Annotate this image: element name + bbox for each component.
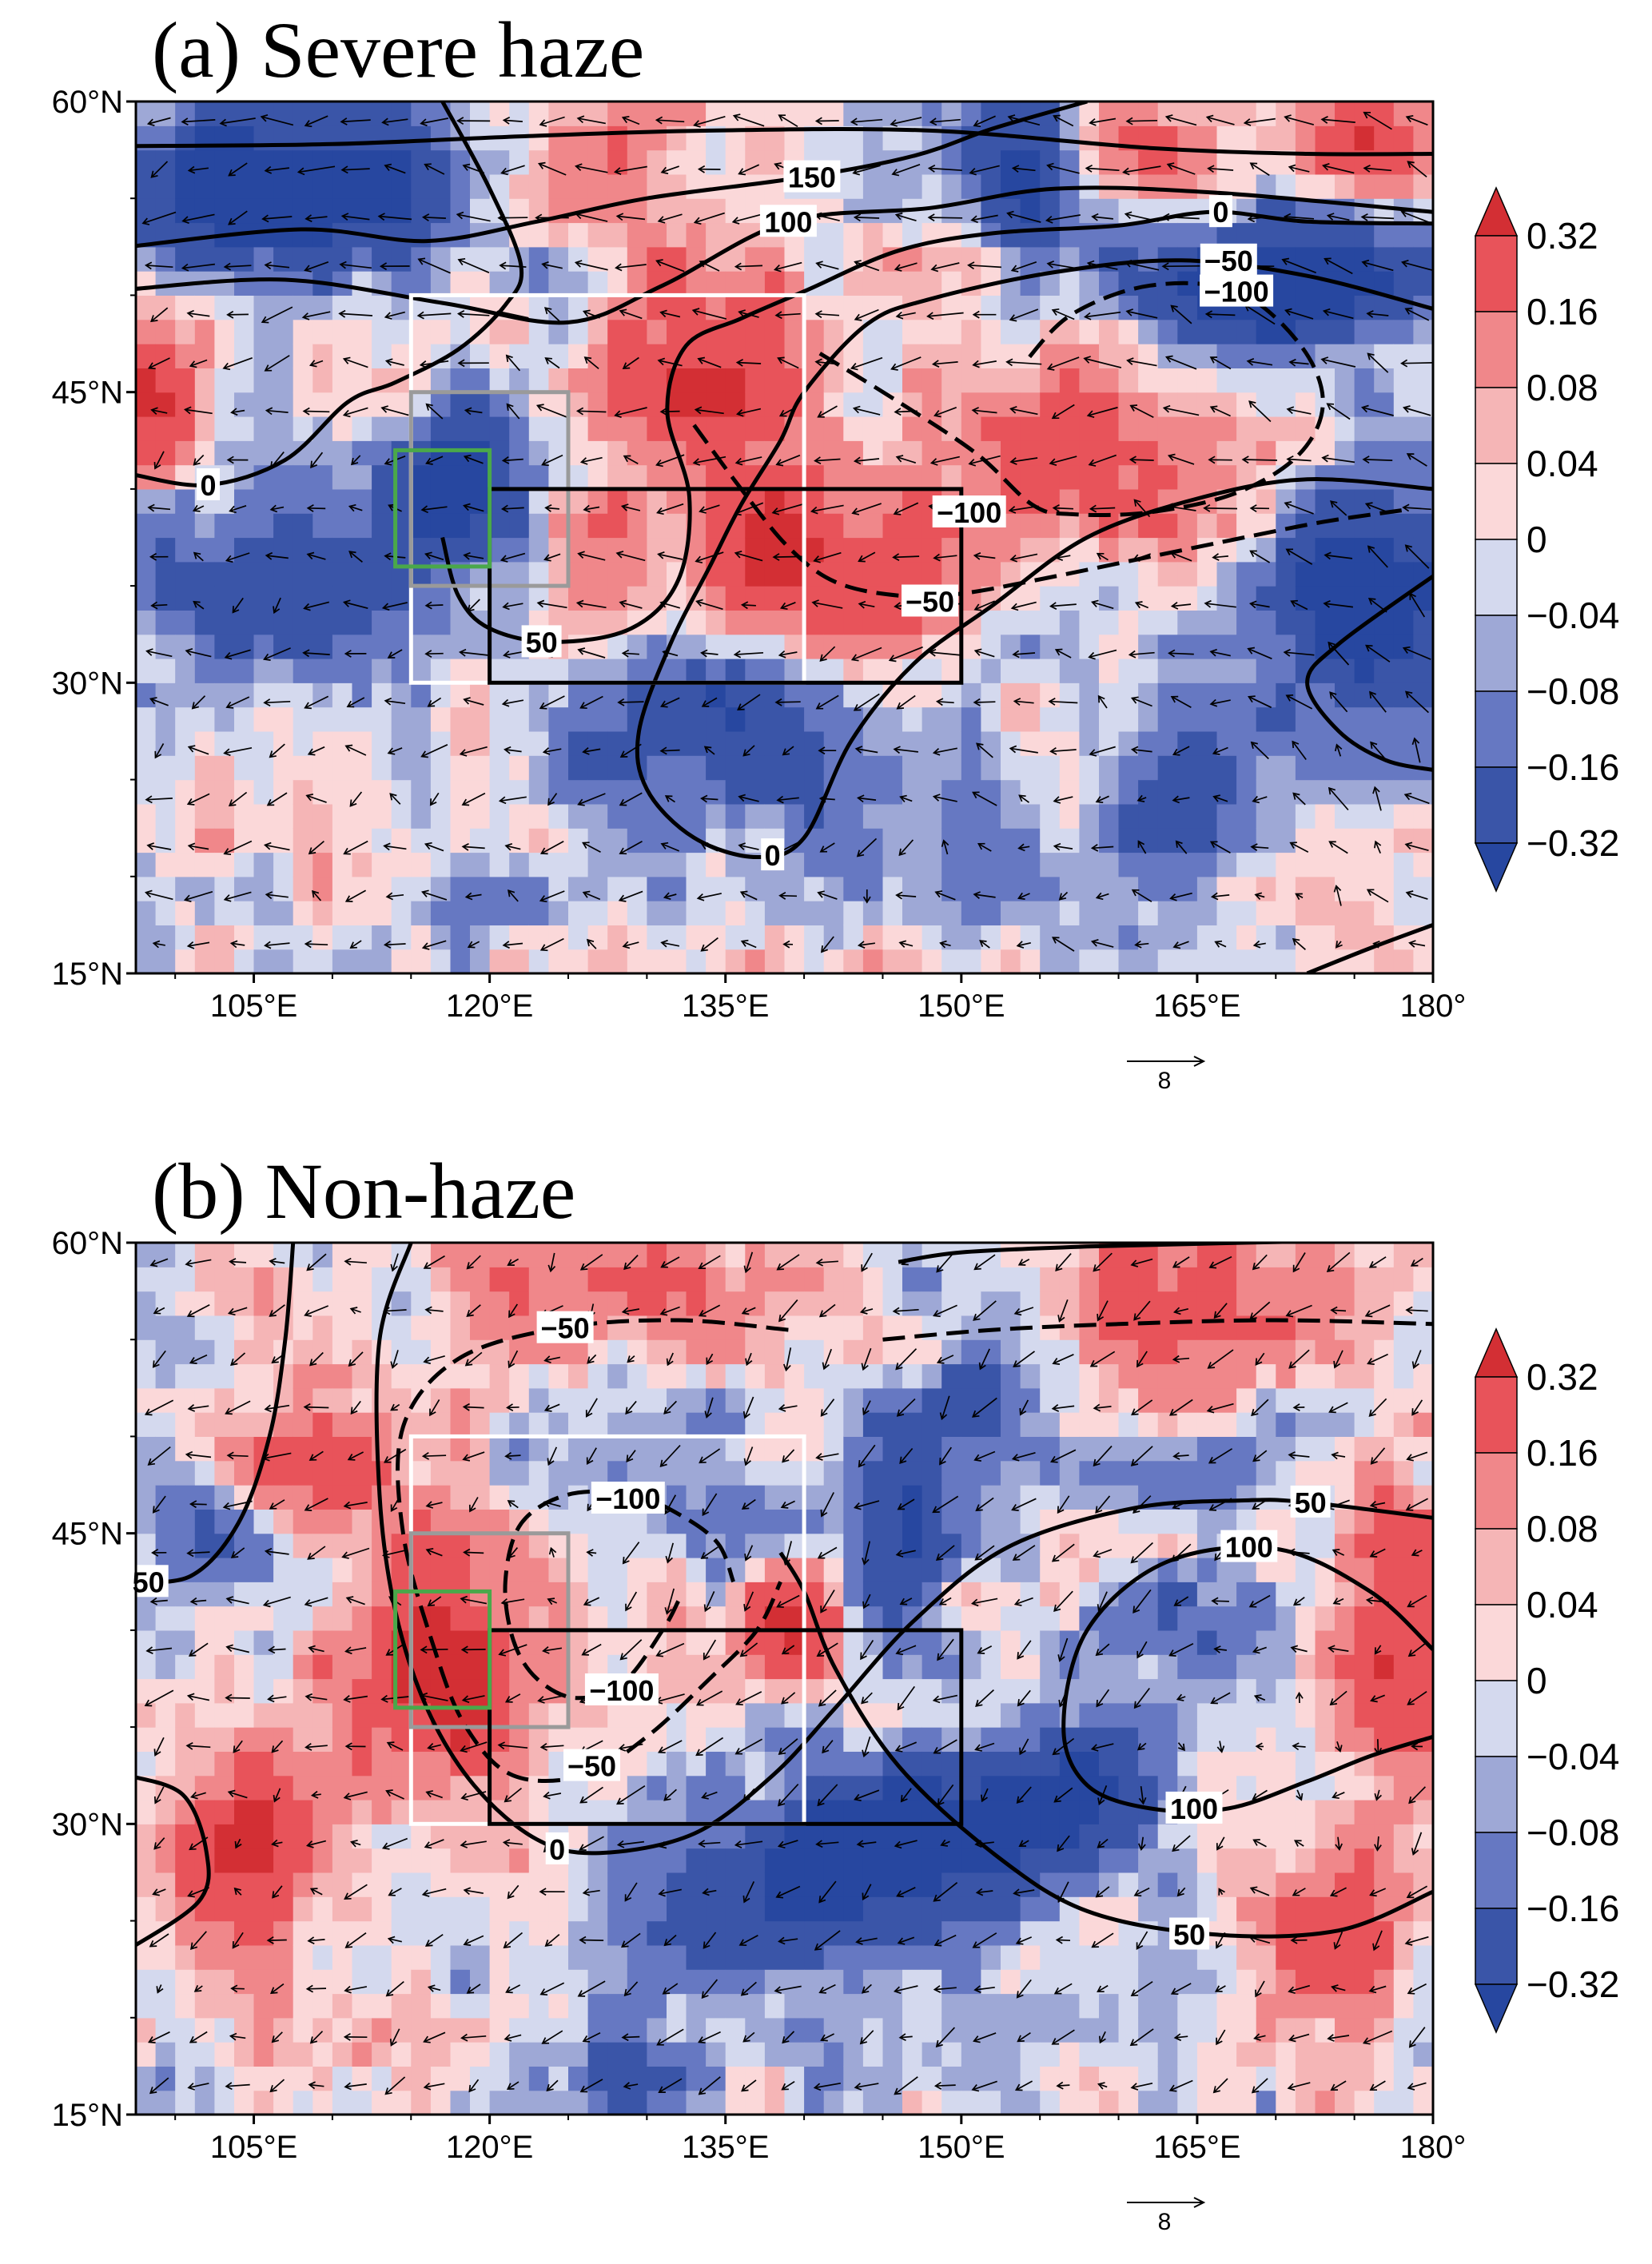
contour-label: −100 — [1204, 276, 1269, 308]
colorbar-label: 0 — [1527, 519, 1547, 560]
colorbar-segment — [1475, 388, 1517, 464]
colorbar-segment — [1475, 691, 1517, 767]
lat-label: 30°N — [52, 666, 123, 701]
reference-vector: 8 — [1127, 2198, 1204, 2235]
colorbar-label: −0.16 — [1527, 1888, 1619, 1929]
lon-label: 135°E — [682, 2130, 769, 2165]
colorbar-segment — [1475, 615, 1517, 691]
contour-label: 100 — [1170, 1792, 1218, 1825]
panel-b: (b) Non-haze −50 −100 −100 −50 0 50 50 100 100 50… — [0, 1141, 1652, 2260]
colorbar-label: 0.08 — [1527, 1508, 1598, 1550]
contour-label: 0 — [1212, 196, 1228, 229]
panel-a-title: (a) Severe haze — [152, 6, 644, 94]
lon-label: 150°E — [918, 989, 1005, 1024]
reference-vector-label: 8 — [1158, 1068, 1172, 1094]
colorbar-label: −0.04 — [1527, 1736, 1619, 1777]
lon-label: 165°E — [1153, 2130, 1240, 2165]
lon-label: 135°E — [682, 989, 769, 1024]
colorbar-label: 0.32 — [1527, 215, 1598, 257]
colorbar-label: −0.32 — [1527, 1964, 1619, 2005]
contour-label: −50 — [567, 1750, 616, 1783]
colorbar-label: 0.32 — [1527, 1356, 1598, 1398]
colorbar-label: 0.08 — [1527, 367, 1598, 408]
colorbar-segment — [1475, 1908, 1517, 1984]
contour-label: 50 — [526, 626, 558, 659]
panel-b-title: (b) Non-haze — [152, 1148, 575, 1235]
colorbar-cap-bottom — [1475, 843, 1517, 891]
lon-label: 120°E — [446, 2130, 533, 2165]
lat-label: 15°N — [52, 2098, 123, 2133]
contour-label: −100 — [595, 1482, 660, 1515]
colorbar-segment — [1475, 1377, 1517, 1453]
shaded-field — [136, 1243, 1434, 2115]
contour-label: −50 — [541, 1312, 590, 1345]
lon-label: 150°E — [918, 2130, 1005, 2165]
contour-label: −100 — [937, 496, 1001, 529]
panel-b-map: −50 −100 −100 −50 0 50 50 100 100 50 60°N 45°N 30°N 1… — [0, 1141, 1652, 2260]
colorbar-segment — [1475, 312, 1517, 388]
lon-label: 105°E — [210, 2130, 297, 2165]
colorbar: 0.32 0.16 0.08 0.04 0 −0.04 −0.08 −0.16 −0.32 — [1475, 1329, 1619, 2032]
contour-label: −100 — [589, 1674, 654, 1707]
colorbar-label: −0.32 — [1527, 822, 1619, 864]
colorbar-label: 0.16 — [1527, 1432, 1598, 1474]
colorbar-label: 0.04 — [1527, 443, 1598, 484]
contour-label: 100 — [1225, 1531, 1273, 1564]
colorbar: 0.32 0.16 0.08 0.04 0 −0.04 −0.08 −0.16 −0.32 — [1475, 188, 1619, 891]
colorbar-segment — [1475, 1681, 1517, 1757]
contour-label: 50 — [1173, 1919, 1205, 1952]
colorbar-label: −0.08 — [1527, 670, 1619, 712]
colorbar-cap-top — [1475, 1329, 1517, 1377]
colorbar-segment — [1475, 539, 1517, 615]
lon-label: 105°E — [210, 989, 297, 1024]
lat-label: 60°N — [52, 85, 123, 120]
colorbar-segment — [1475, 464, 1517, 539]
contour-label: 50 — [1295, 1486, 1327, 1519]
colorbar-segment — [1475, 236, 1517, 312]
colorbar-segment — [1475, 1757, 1517, 1832]
contour-label: −50 — [906, 586, 954, 619]
colorbar-label: 0.04 — [1527, 1584, 1598, 1625]
contour-label: 50 — [133, 1566, 165, 1598]
contour-label: 0 — [200, 469, 216, 502]
colorbar-label: −0.08 — [1527, 1812, 1619, 1853]
colorbar-cap-top — [1475, 188, 1517, 236]
lat-label: 45°N — [52, 376, 123, 411]
colorbar-segment — [1475, 1529, 1517, 1605]
reference-vector: 8 — [1127, 1056, 1204, 1094]
colorbar-label: 0.16 — [1527, 291, 1598, 332]
lat-label: 45°N — [52, 1517, 123, 1552]
lon-label: 120°E — [446, 989, 533, 1024]
colorbar-cap-bottom — [1475, 1984, 1517, 2032]
lon-label: 180° — [1400, 2130, 1467, 2165]
lon-label: 165°E — [1153, 989, 1240, 1024]
reference-vector-label: 8 — [1158, 2209, 1172, 2235]
lat-label: 60°N — [52, 1226, 123, 1261]
contour-label: −50 — [1204, 245, 1253, 277]
contour-label: 0 — [765, 839, 781, 872]
contour-label: 150 — [788, 161, 836, 194]
colorbar-segment — [1475, 1453, 1517, 1529]
colorbar-segment — [1475, 1605, 1517, 1681]
colorbar-segment — [1475, 1832, 1517, 1908]
lat-label: 30°N — [52, 1807, 123, 1842]
colorbar-label: −0.04 — [1527, 595, 1619, 636]
lon-label: 180° — [1400, 989, 1467, 1024]
contour-label: 100 — [764, 205, 812, 238]
colorbar-label: 0 — [1527, 1660, 1547, 1701]
colorbar-segment — [1475, 767, 1517, 843]
lat-label: 15°N — [52, 957, 123, 992]
colorbar-label: −0.16 — [1527, 746, 1619, 788]
contour-label: 0 — [549, 1833, 565, 1866]
